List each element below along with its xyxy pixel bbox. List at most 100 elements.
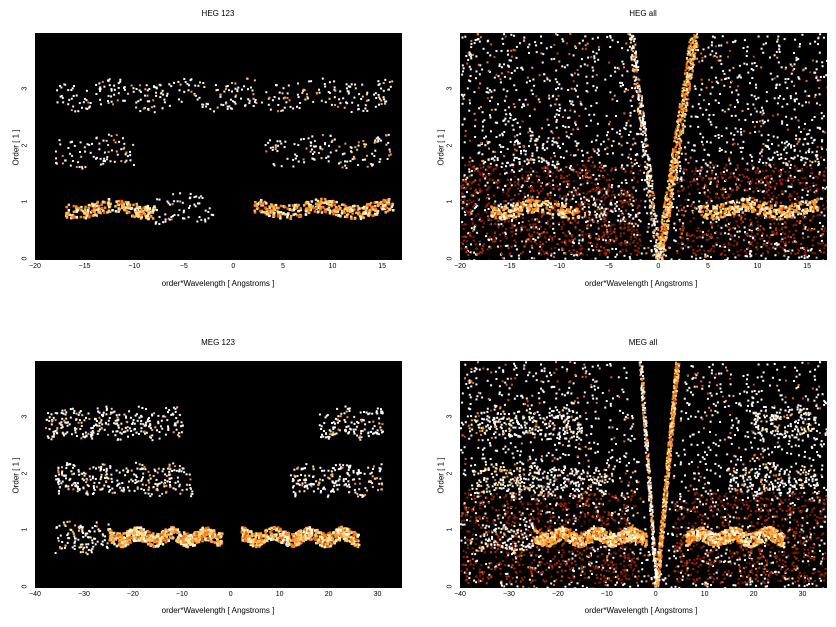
speckle-point: [737, 101, 739, 104]
speckle-point: [555, 120, 558, 123]
band-point: [376, 209, 380, 213]
speckle-point: [580, 258, 583, 260]
band-point: [297, 203, 300, 207]
haze-point: [486, 232, 488, 235]
speckle-point: [543, 80, 546, 83]
speckle-point: [499, 253, 502, 256]
band-point: [560, 205, 564, 209]
haze-point: [528, 223, 531, 226]
speckle-point: [621, 153, 624, 156]
speckle-point: [581, 216, 584, 219]
haze-point: [546, 194, 549, 197]
speckle-point: [672, 206, 674, 208]
haze-point: [766, 250, 769, 253]
band-point: [373, 212, 377, 216]
haze-point: [740, 222, 743, 225]
haze-point: [709, 249, 712, 252]
band-point: [541, 147, 544, 150]
band-point: [540, 203, 544, 206]
speckle-point: [769, 56, 771, 59]
speckle-point: [597, 148, 600, 151]
band-point: [158, 83, 161, 86]
haze-point: [462, 208, 465, 211]
speckle-point: [696, 44, 699, 47]
speckle-point: [819, 221, 821, 224]
band-point: [768, 216, 772, 219]
band-point: [84, 150, 87, 153]
band-point: [749, 202, 753, 206]
band-point: [341, 210, 344, 213]
haze-point: [730, 235, 733, 238]
speckle-point: [673, 239, 676, 242]
haze-point: [576, 163, 579, 166]
speckle-point: [602, 140, 605, 143]
speckle-point: [809, 175, 812, 178]
speckle-point: [760, 66, 763, 69]
speckle-point: [593, 55, 596, 58]
speckle-point: [463, 175, 466, 178]
band-point: [341, 153, 344, 156]
speckle-point: [631, 196, 634, 199]
band-point: [756, 212, 759, 216]
band-point: [815, 205, 818, 209]
band-point: [107, 101, 110, 104]
speckle-point: [619, 129, 621, 132]
band-point: [264, 144, 267, 147]
speckle-point: [711, 226, 713, 229]
band-point: [116, 153, 119, 156]
band-point: [180, 100, 183, 103]
haze-point: [732, 215, 735, 218]
speckle-point: [819, 79, 822, 82]
haze-point: [572, 180, 575, 183]
band-point: [351, 212, 354, 215]
speckle-point: [813, 228, 816, 231]
band-point: [263, 200, 267, 204]
speckle-point: [816, 79, 819, 82]
haze-point: [750, 234, 753, 237]
speckle-point: [598, 191, 601, 194]
haze-point: [817, 242, 820, 245]
speckle-point: [623, 254, 626, 257]
haze-point: [779, 245, 782, 248]
speckle-point: [806, 229, 809, 232]
haze-point: [579, 244, 582, 247]
speckle-point: [740, 216, 743, 219]
band-point: [781, 217, 784, 221]
speckle-point: [554, 115, 556, 118]
speckle-point: [510, 59, 512, 62]
speckle-point: [732, 172, 735, 175]
speckle-point: [724, 232, 727, 235]
haze-point: [552, 172, 555, 175]
speckle-point: [749, 113, 752, 116]
band-point: [292, 107, 295, 110]
haze-point: [595, 187, 598, 190]
speckle-point: [818, 249, 821, 252]
band-point: [284, 140, 287, 143]
haze-point: [516, 182, 519, 185]
speckle-point: [466, 191, 468, 194]
haze-point: [474, 189, 476, 192]
band-point: [125, 151, 128, 154]
speckle-point: [754, 131, 757, 133]
band-point: [228, 89, 230, 92]
band-point: [169, 203, 172, 206]
haze-point: [754, 217, 757, 219]
haze-point: [587, 226, 590, 229]
band-point: [250, 86, 252, 89]
speckle-point: [525, 81, 528, 84]
speckle-point: [646, 230, 649, 233]
speckle-point: [631, 165, 634, 168]
speckle-point: [690, 255, 693, 258]
band-point: [124, 161, 127, 164]
band-point: [742, 203, 745, 206]
band-point: [359, 215, 363, 219]
speckle-point: [490, 43, 493, 46]
speckle-point: [585, 90, 588, 92]
band-point: [781, 213, 784, 217]
speckle-point: [805, 182, 808, 185]
band-point: [86, 107, 89, 110]
haze-point: [710, 248, 713, 250]
band-point: [319, 145, 322, 148]
haze-point: [639, 240, 642, 242]
band-point: [203, 86, 206, 88]
